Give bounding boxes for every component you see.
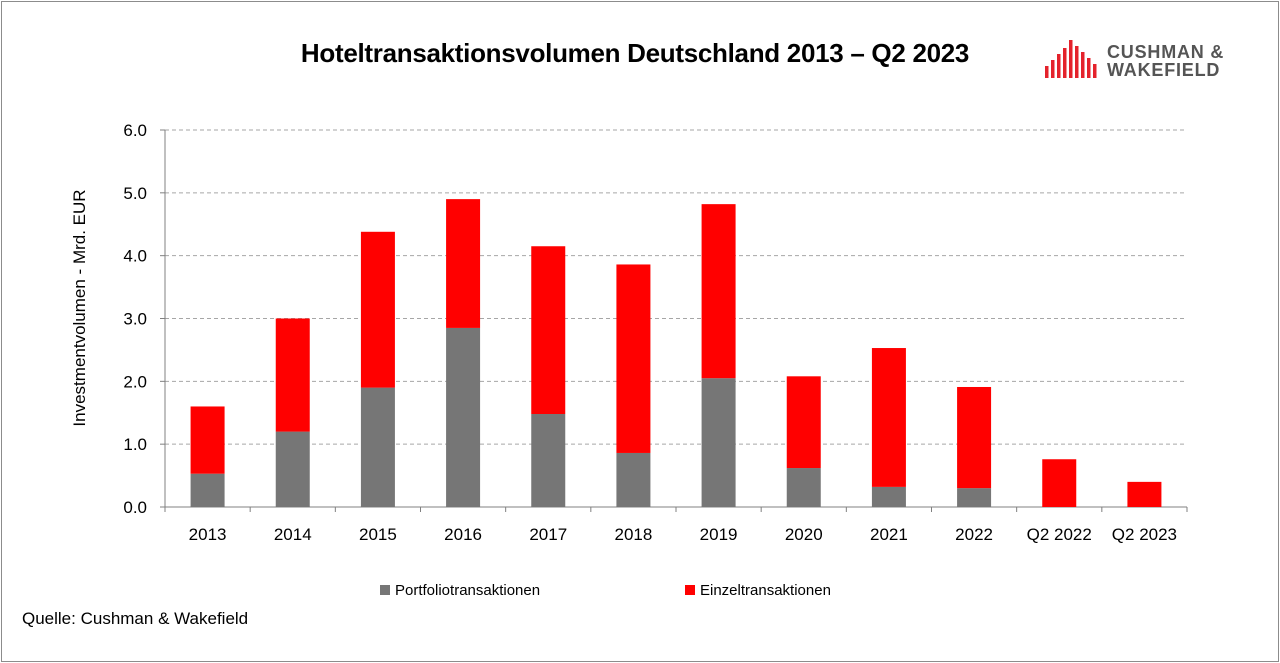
bar-portfoliotransaktionen bbox=[871, 486, 906, 507]
cushman-wakefield-logo: CUSHMAN & WAKEFIELD bbox=[1045, 40, 1245, 80]
logo-line-1: CUSHMAN & bbox=[1107, 42, 1225, 62]
legend-item-portfolio: Portfoliotransaktionen bbox=[380, 582, 540, 599]
legend-swatch-portfolio bbox=[380, 585, 390, 595]
y-tick-label: 0.0 bbox=[123, 498, 147, 517]
source-note: Quelle: Cushman & Wakefield bbox=[22, 609, 249, 628]
bar-einzeltransaktionen bbox=[275, 318, 310, 432]
bar-portfoliotransaktionen bbox=[360, 387, 395, 507]
bar-einzeltransaktionen bbox=[446, 199, 481, 328]
legend-label-portfolio: Portfoliotransaktionen bbox=[395, 582, 541, 599]
legend-swatch-einzel bbox=[685, 585, 695, 595]
bar-portfoliotransaktionen bbox=[531, 414, 566, 507]
y-tick-label: 5.0 bbox=[123, 184, 147, 203]
logo-wordmark: CUSHMAN & WAKEFIELD bbox=[1107, 43, 1224, 79]
bar-portfoliotransaktionen bbox=[786, 468, 821, 507]
y-tick-label: 4.0 bbox=[123, 247, 147, 266]
logo-line-2: WAKEFIELD bbox=[1107, 60, 1221, 80]
bar-portfoliotransaktionen bbox=[616, 452, 651, 507]
legend-item-einzel: Einzeltransaktionen bbox=[685, 582, 831, 599]
bar-portfoliotransaktionen bbox=[701, 378, 736, 507]
bar-einzeltransaktionen bbox=[616, 264, 651, 453]
x-tick-label: 2013 bbox=[189, 525, 227, 544]
bar-einzeltransaktionen bbox=[957, 386, 992, 489]
x-tick-label: 2015 bbox=[359, 525, 397, 544]
bar-portfoliotransaktionen bbox=[446, 327, 481, 507]
bar-portfoliotransaktionen bbox=[957, 488, 992, 507]
x-tick-label: Q2 2022 bbox=[1027, 525, 1092, 544]
x-tick-label: 2018 bbox=[615, 525, 653, 544]
x-tick-label: 2016 bbox=[444, 525, 482, 544]
chart-title: Hoteltransaktionsvolumen Deutschland 201… bbox=[300, 38, 970, 68]
y-tick-label: 6.0 bbox=[123, 121, 147, 140]
x-tick-label: 2019 bbox=[700, 525, 738, 544]
legend-label-einzel: Einzeltransaktionen bbox=[700, 582, 831, 599]
x-tick-label: Q2 2023 bbox=[1112, 525, 1177, 544]
bar-einzeltransaktionen bbox=[1042, 459, 1077, 507]
bar-einzeltransaktionen bbox=[190, 406, 225, 474]
bar-portfoliotransaktionen bbox=[275, 431, 310, 507]
bar-einzeltransaktionen bbox=[531, 246, 566, 415]
x-tick-label: 2014 bbox=[274, 525, 312, 544]
bar-einzeltransaktionen bbox=[701, 204, 736, 379]
bar-einzeltransaktionen bbox=[871, 348, 906, 487]
bar-einzeltransaktionen bbox=[786, 376, 821, 469]
bar-portfoliotransaktionen bbox=[190, 473, 225, 507]
y-tick-label: 3.0 bbox=[123, 310, 147, 329]
bar-einzeltransaktionen bbox=[1127, 481, 1162, 507]
x-tick-label: 2021 bbox=[870, 525, 908, 544]
x-tick-label: 2017 bbox=[529, 525, 567, 544]
bar-einzeltransaktionen bbox=[360, 231, 395, 388]
y-tick-label: 1.0 bbox=[123, 435, 147, 454]
x-tick-label: 2022 bbox=[955, 525, 993, 544]
x-tick-label: 2020 bbox=[785, 525, 823, 544]
logo-mark-icon bbox=[1045, 40, 1097, 78]
y-tick-label: 2.0 bbox=[123, 372, 147, 391]
